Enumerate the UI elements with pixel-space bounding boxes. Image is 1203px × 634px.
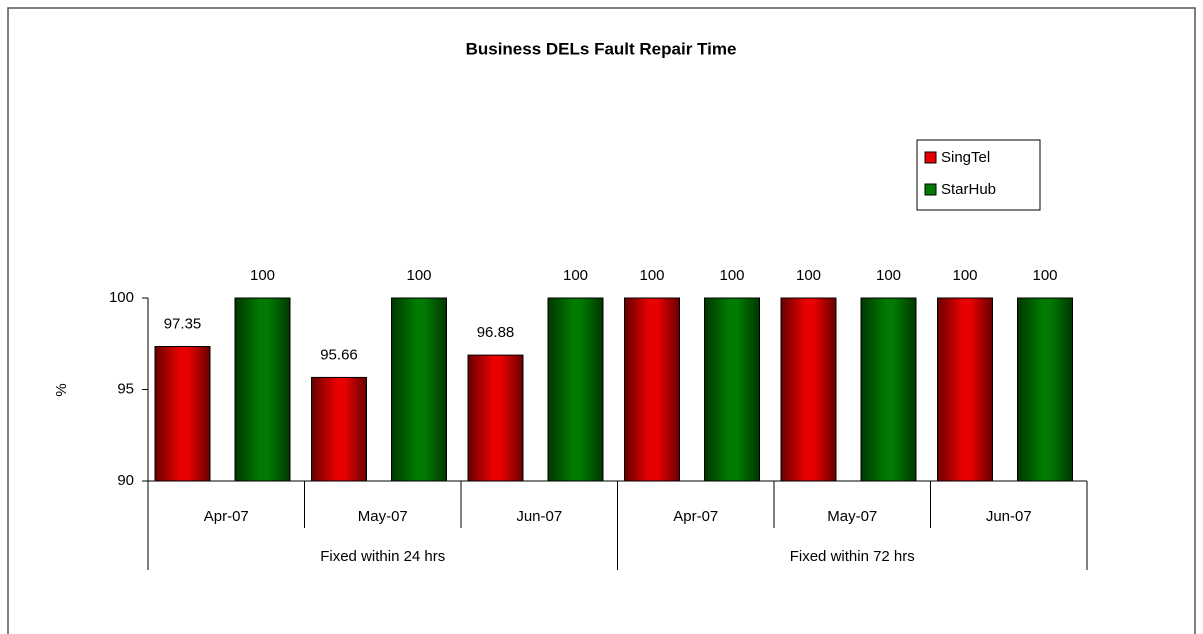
bar [624, 297, 680, 482]
y-tick-label: 95 [117, 380, 134, 397]
data-label: 100 [1032, 267, 1057, 284]
y-tick-label: 90 [117, 472, 134, 489]
bar [234, 297, 291, 482]
legend-label: StarHub [941, 181, 996, 198]
bar [467, 354, 524, 482]
bar [154, 345, 211, 482]
data-label: 100 [796, 267, 821, 284]
bar [704, 297, 760, 482]
bar [780, 297, 837, 482]
data-label: 100 [639, 267, 664, 284]
legend-box [916, 139, 1041, 211]
data-label: 100 [719, 267, 744, 284]
bar [937, 297, 993, 482]
bar [1017, 297, 1073, 482]
x-tick-label: May-07 [827, 508, 877, 525]
x-tick-label: Apr-07 [673, 508, 718, 525]
bar [311, 376, 367, 482]
data-label: 97.35 [164, 315, 202, 332]
bar [860, 297, 917, 482]
data-label: 100 [876, 267, 901, 284]
data-label: 100 [952, 267, 977, 284]
legend-swatch [924, 183, 937, 196]
x-tick-label: May-07 [358, 508, 408, 525]
data-label: 100 [563, 267, 588, 284]
y-tick-label: 100 [109, 289, 134, 306]
chart-title: Business DELs Fault Repair Time [466, 39, 737, 58]
data-label: 96.88 [477, 324, 515, 341]
data-label: 95.66 [320, 346, 358, 363]
frame [7, 7, 1196, 634]
bar [391, 297, 447, 482]
x-tick-label: Jun-07 [516, 508, 562, 525]
x-tick-label: Apr-07 [204, 508, 249, 525]
data-label: 100 [250, 267, 275, 284]
legend-swatch [924, 151, 937, 164]
group-label: Fixed within 24 hrs [320, 548, 445, 565]
data-label: 100 [406, 267, 431, 284]
bar [547, 297, 604, 482]
group-label: Fixed within 72 hrs [790, 548, 915, 565]
x-tick-label: Jun-07 [986, 508, 1032, 525]
legend-label: SingTel [941, 149, 990, 166]
y-axis-label: % [53, 383, 70, 396]
